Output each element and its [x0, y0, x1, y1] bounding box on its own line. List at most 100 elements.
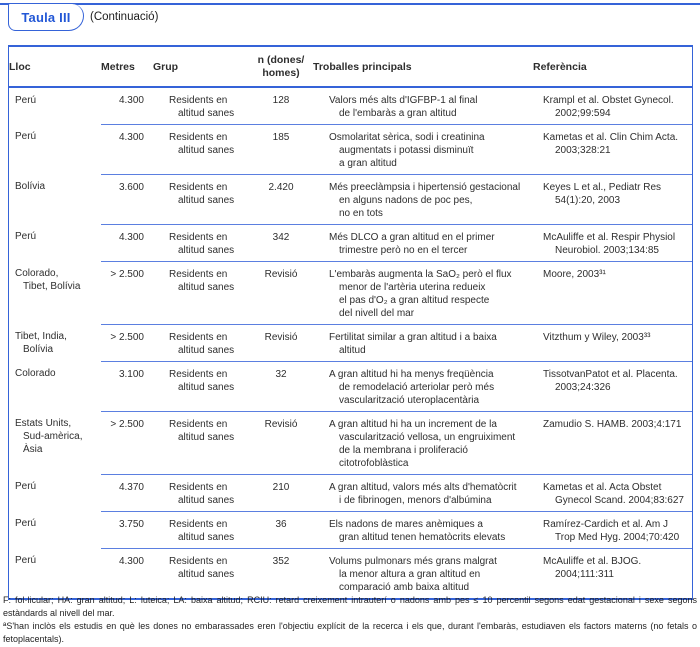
text-line: TissotvanPatot et al. Placenta.	[543, 369, 678, 380]
table-row: Bolívia 3.600 Residents en altitud sanes 2.4…	[9, 174, 692, 224]
cell-troballes: Més preeclàmpsia i hipertensió gestacion…	[313, 174, 533, 224]
text-line: 36	[275, 519, 287, 530]
table-row: Perú 4.300 Residents en altitud sanes 185 Osm…	[9, 124, 692, 174]
text-line: Residents en	[169, 269, 228, 280]
text-line: Tibet, Bolívia	[23, 281, 81, 292]
cell-lloc: Colorado	[9, 361, 101, 411]
cell-troballes: Volums pulmonars més grans malgrat la men…	[313, 548, 533, 598]
text-line: en alguns nadons de poc pes,	[339, 195, 473, 206]
text-line: altitud sanes	[178, 382, 235, 393]
cell-troballes: Els nadons de mares anèmiques a gran alti…	[313, 511, 533, 548]
footnote-abbreviations: F: fol·licular; HA: gran altitud; L: lut…	[3, 595, 697, 618]
cell-n: 185	[249, 124, 313, 174]
text-line: no en tots	[339, 208, 383, 219]
text-line: el pas d'O₂ a gran altitud respecte	[339, 295, 490, 306]
text-line: 342	[272, 232, 290, 243]
text-line: 4.370	[118, 482, 144, 493]
cell-lloc: Perú	[9, 548, 101, 598]
column-header-lloc: Lloc	[9, 54, 101, 80]
text-line: Revisió	[264, 269, 298, 280]
results-table: Lloc Metres Grup n (dones/homes) Troballes p…	[8, 45, 693, 600]
cell-referencia: Zamudio S. HAMB. 2003;4:171	[533, 411, 692, 474]
text-line: 2003;24:326	[555, 382, 611, 393]
cell-lloc: Perú	[9, 224, 101, 261]
text-line: 2003;328:21	[555, 145, 611, 156]
text-line: vascularització uteroplacentària	[339, 395, 480, 406]
column-header-n: n (dones/homes)	[249, 47, 313, 86]
cell-troballes: Valors més alts d'IGFBP-1 al final de l'e…	[313, 88, 533, 124]
cell-metres: 4.300	[101, 124, 153, 174]
table-row: Colorado, Tibet, Bolívia > 2.500 Residents …	[9, 261, 692, 324]
cell-n: 128	[249, 88, 313, 124]
text-line: Ramírez-Cardich et al. Am J	[543, 519, 669, 530]
table-body: Perú 4.300 Residents en altitud sanes 128 Val…	[9, 88, 692, 598]
cell-grup: Residents en altitud sanes	[153, 124, 249, 174]
text-line: 3.750	[118, 519, 144, 530]
text-line: 185	[272, 132, 290, 143]
text-line: Keyes L et al., Pediatr Res	[543, 182, 662, 193]
text-line: Revisió	[264, 419, 298, 430]
cell-grup: Residents en altitud sanes	[153, 548, 249, 598]
text-line: Lloc	[9, 60, 31, 73]
cell-metres: > 2.500	[101, 411, 153, 474]
text-line: Els nadons de mares anèmiques a	[329, 519, 483, 530]
text-line: comparació amb baixa altitud	[339, 582, 470, 593]
text-line: Residents en	[169, 232, 228, 243]
text-line: Residents en	[169, 95, 228, 106]
text-line: Més DLCO a gran altitud en el primer	[329, 232, 495, 243]
text-line: 128	[272, 95, 290, 106]
cell-troballes: Osmolaritat sèrica, sodi i creatinina aug…	[313, 124, 533, 174]
cell-lloc: Perú	[9, 124, 101, 174]
cell-n: 352	[249, 548, 313, 598]
cell-referencia: Keyes L et al., Pediatr Res 54(1):20, 200…	[533, 174, 692, 224]
text-line: Perú	[15, 518, 37, 529]
table-row: Perú 4.300 Residents en altitud sanes 342 Més…	[9, 224, 692, 261]
text-line: 2004;111:311	[555, 569, 614, 580]
text-line: Perú	[15, 231, 37, 242]
cell-metres: 4.370	[101, 474, 153, 511]
text-line: altitud sanes	[178, 108, 235, 119]
cell-n: 36	[249, 511, 313, 548]
cell-referencia: Moore, 2003³¹	[533, 261, 692, 324]
text-line: A gran altitud hi ha menys freqüència	[329, 369, 494, 380]
text-line: 210	[272, 482, 290, 493]
cell-grup: Residents en altitud sanes	[153, 174, 249, 224]
text-line: altitud sanes	[178, 195, 235, 206]
text-line: Residents en	[169, 556, 228, 567]
cell-troballes: A gran altitud hi ha un increment de la v…	[313, 411, 533, 474]
cell-metres: 3.600	[101, 174, 153, 224]
text-line: Residents en	[169, 519, 228, 530]
text-line: Colorado	[15, 368, 56, 379]
text-line: Kametas et al. Clin Chim Acta.	[543, 132, 679, 143]
text-line: menor de l'artèria uterina redueix	[339, 282, 486, 293]
text-line: i de fibrinogen, menors d'albúmina	[339, 495, 492, 506]
column-header-troballes: Troballes principals	[313, 54, 533, 80]
text-line: Moore, 2003³¹	[543, 269, 606, 280]
cell-n: Revisió	[249, 261, 313, 324]
text-line: a gran altitud	[339, 158, 397, 169]
cell-n: Revisió	[249, 324, 313, 361]
text-line: de la membrana i proliferació	[339, 445, 468, 456]
text-line: Bolívia	[23, 344, 54, 355]
cell-troballes: A gran altitud hi ha menys freqüència de …	[313, 361, 533, 411]
text-line: Gynecol Scand. 2004;83:627	[555, 495, 684, 506]
cell-lloc: Perú	[9, 474, 101, 511]
text-line: Fertilitat similar a gran altitud i a ba…	[329, 332, 497, 343]
column-header-referencia: Referència	[533, 54, 692, 80]
text-line: Residents en	[169, 482, 228, 493]
cell-referencia: TissotvanPatot et al. Placenta. 2003;24:3…	[533, 361, 692, 411]
cell-lloc: Tibet, India, Bolívia	[9, 324, 101, 361]
text-line: > 2.500	[110, 332, 144, 343]
text-line: Estats Units,	[15, 418, 72, 429]
cell-troballes: L'embaràs augmenta la SaO₂ però el flux m…	[313, 261, 533, 324]
text-line: > 2.500	[110, 419, 144, 430]
cell-troballes: A gran altitud, valors més alts d'hematò…	[313, 474, 533, 511]
cell-lloc: Colorado, Tibet, Bolívia	[9, 261, 101, 324]
text-line: Colorado,	[15, 268, 59, 279]
text-line: 4.300	[118, 132, 144, 143]
table-row: Perú 4.300 Residents en altitud sanes 128 Val…	[9, 88, 692, 124]
text-line: 2002;99:594	[555, 108, 611, 119]
cell-troballes: Fertilitat similar a gran altitud i a ba…	[313, 324, 533, 361]
text-line: altitud sanes	[178, 282, 235, 293]
text-line: Residents en	[169, 332, 228, 343]
